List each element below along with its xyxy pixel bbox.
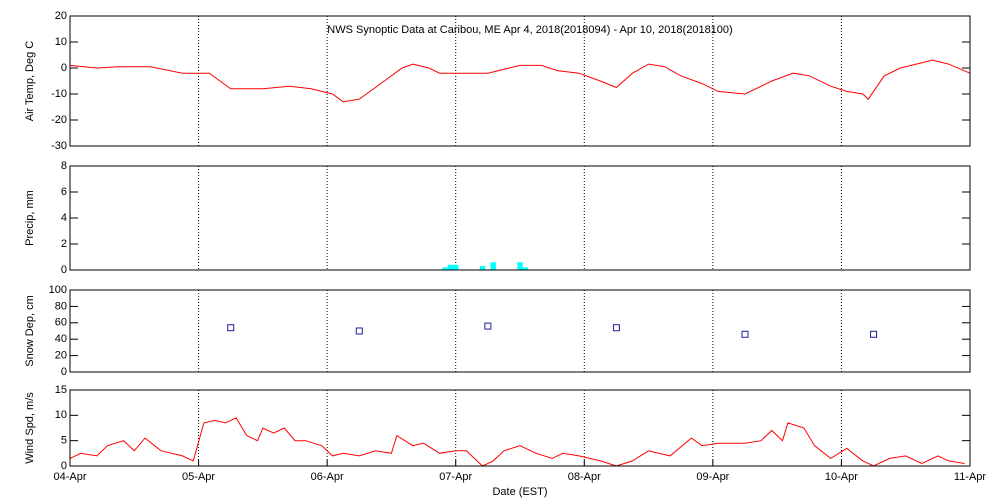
bar — [522, 267, 529, 270]
chart-title: NWS Synoptic Data at Caribou, ME Apr 4, … — [327, 24, 732, 36]
y-tick-label: 15 — [55, 384, 67, 396]
x-tick-label: 05-Apr — [182, 471, 215, 483]
point — [484, 322, 492, 330]
y-tick-label: 80 — [55, 300, 67, 312]
line — [69, 59, 971, 103]
y-tick-label: 5 — [61, 435, 67, 447]
bar — [517, 262, 523, 270]
bar — [479, 266, 486, 270]
x-tick-label: 11-Apr — [954, 471, 987, 483]
x-tick-label: 08-Apr — [568, 471, 601, 483]
bar — [490, 262, 496, 270]
y-tick-label: 40 — [55, 333, 67, 345]
x-tick-label: 04-Apr — [53, 471, 86, 483]
x-axis-label: Date (EST) — [492, 486, 547, 498]
y-axis-label: Snow Dep, cm — [24, 295, 36, 367]
x-tick-label: 09-Apr — [696, 471, 729, 483]
y-tick-label: 8 — [61, 160, 67, 172]
bar — [447, 264, 454, 270]
point — [612, 324, 620, 332]
y-tick-label: 2 — [61, 238, 67, 250]
y-tick-label: 100 — [49, 284, 67, 296]
x-tick-label: 10-Apr — [825, 471, 858, 483]
y-axis-label: Precip, mm — [24, 190, 36, 246]
y-tick-label: 0 — [61, 62, 67, 74]
y-tick-label: 6 — [61, 186, 67, 198]
x-tick-label: 07-Apr — [439, 471, 472, 483]
y-axis-label: Air Temp, Deg C — [24, 41, 36, 122]
y-tick-label: 4 — [61, 212, 67, 224]
y-tick-label: 20 — [55, 350, 67, 362]
y-tick-label: 60 — [55, 317, 67, 329]
y-tick-label: 0 — [61, 264, 67, 276]
y-axis-label: Wind Spd, m/s — [24, 392, 36, 464]
point — [227, 324, 235, 332]
y-tick-label: -30 — [51, 140, 67, 152]
bar — [442, 267, 448, 270]
y-tick-label: 10 — [55, 409, 67, 421]
bar — [453, 264, 459, 270]
plot-frame — [69, 289, 971, 373]
y-tick-label: 0 — [61, 460, 67, 472]
y-tick-label: -10 — [51, 88, 67, 100]
plot-frame — [69, 165, 971, 271]
point — [870, 330, 878, 338]
plot-frame — [69, 389, 971, 467]
y-tick-label: 20 — [55, 10, 67, 22]
plot-frame — [69, 15, 971, 147]
x-tick-label: 06-Apr — [311, 471, 344, 483]
line — [69, 417, 965, 467]
y-tick-label: 10 — [55, 36, 67, 48]
y-tick-label: 0 — [61, 366, 67, 378]
point — [741, 330, 749, 338]
y-tick-label: -20 — [51, 114, 67, 126]
point — [355, 327, 363, 335]
